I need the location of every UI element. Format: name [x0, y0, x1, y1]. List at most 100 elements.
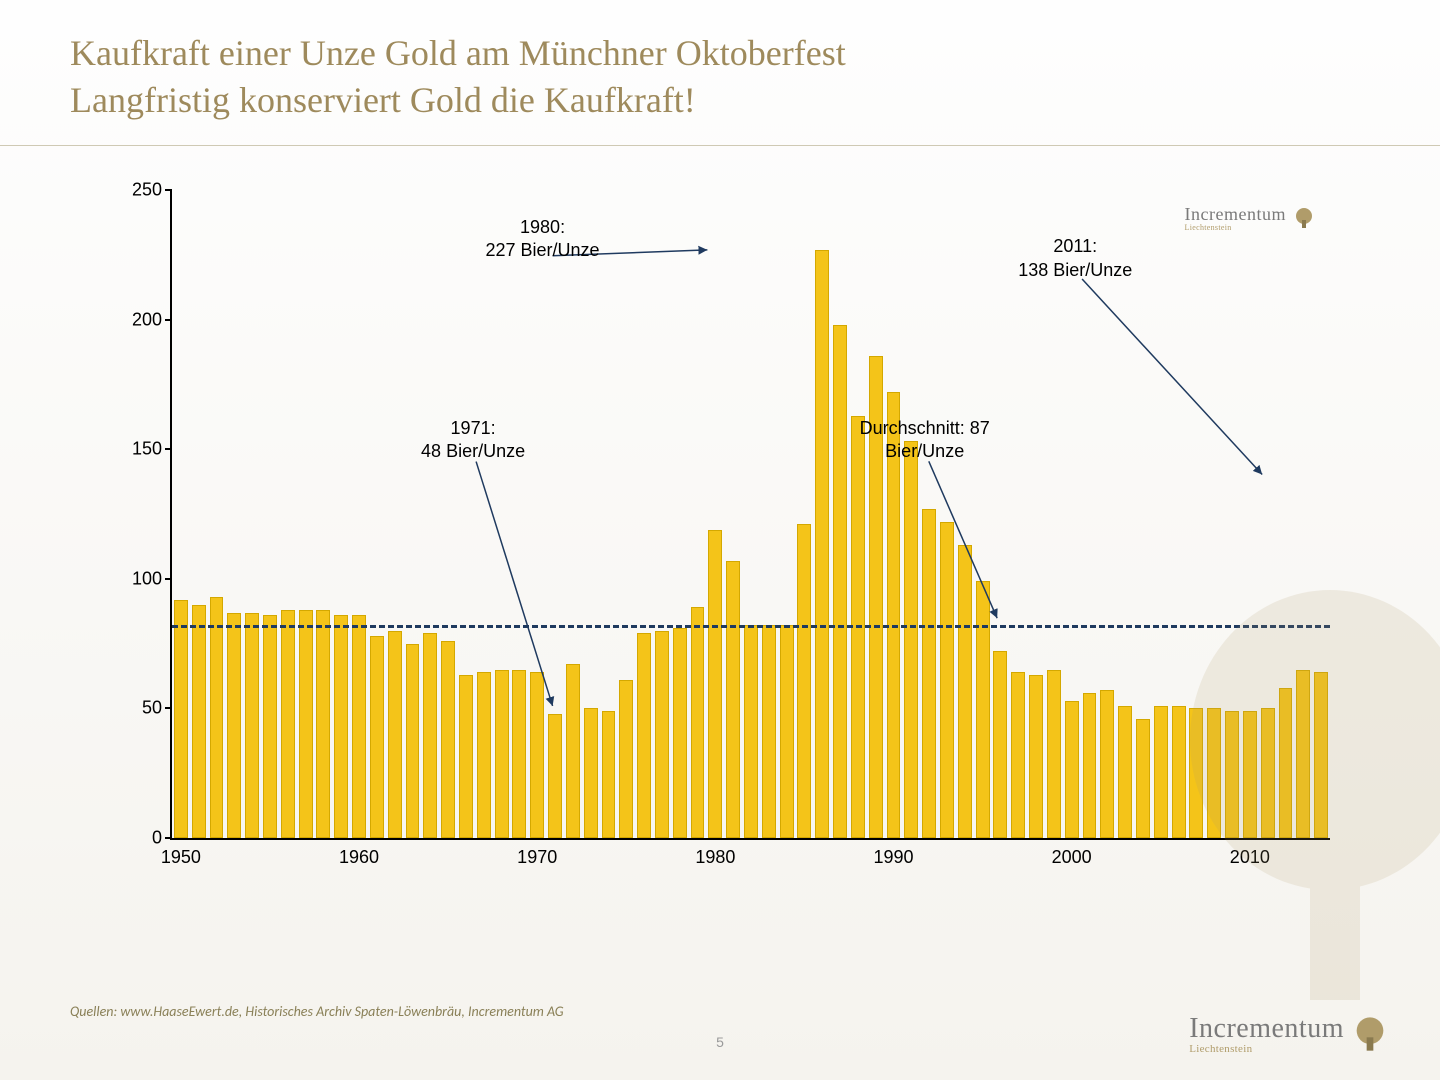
y-tick-mark: [165, 837, 172, 839]
y-tick-label: 0: [122, 828, 162, 849]
bar: [637, 633, 651, 838]
bar: [1083, 693, 1097, 838]
bar: [263, 615, 277, 838]
y-tick-mark: [165, 189, 172, 191]
tree-icon: [1350, 1014, 1390, 1054]
bar: [406, 644, 420, 838]
y-tick-label: 50: [122, 698, 162, 719]
chart-logo: Incrementum Liechtenstein: [1185, 204, 1316, 232]
chart-container: Incrementum Liechtenstein 0 50 100 150 200 25…: [110, 180, 1340, 880]
bar: [922, 509, 936, 838]
bar: [1243, 711, 1257, 838]
bar: [299, 610, 313, 838]
bar: [655, 631, 669, 838]
sources-text: Quellen: www.HaaseEwert.de, Historisches…: [70, 1003, 564, 1020]
y-tick-label: 150: [122, 439, 162, 460]
bar: [1189, 708, 1203, 838]
bar: [1136, 719, 1150, 838]
x-tick-label: 1980: [695, 847, 735, 868]
bar: [441, 641, 455, 838]
bar: [940, 522, 954, 838]
plot-area: Incrementum Liechtenstein 05010015020025…: [170, 190, 1330, 840]
bar: [388, 631, 402, 838]
logo-text: Incrementum: [1189, 1013, 1344, 1045]
x-tick-label: 1950: [161, 847, 201, 868]
bar: [1314, 672, 1328, 838]
bar: [1029, 675, 1043, 838]
bar: [762, 625, 776, 838]
bar: [797, 524, 811, 838]
bar: [530, 672, 544, 838]
bar: [833, 325, 847, 838]
y-tick-label: 250: [122, 180, 162, 201]
annotation-a1971: 1971:48 Bier/Unze: [421, 417, 525, 464]
annotation-line: 48 Bier/Unze: [421, 440, 525, 463]
x-tick-label: 2010: [1230, 847, 1270, 868]
bar: [976, 581, 990, 838]
bar: [370, 636, 384, 838]
bar: [566, 664, 580, 838]
bar: [227, 613, 241, 839]
average-line: [172, 625, 1330, 628]
annotation-line: 1980:: [486, 216, 600, 239]
logo-text: Incrementum: [1185, 204, 1286, 225]
bar: [1296, 670, 1310, 838]
slide: Kaufkraft einer Unze Gold am Münchner Ok…: [0, 0, 1440, 1080]
annotation-a1980: 1980:227 Bier/Unze: [486, 216, 600, 263]
bar: [512, 670, 526, 838]
footer-logo: Incrementum Liechtenstein: [1189, 1013, 1390, 1055]
bar: [281, 610, 295, 838]
bar: [1100, 690, 1114, 838]
bar: [352, 615, 366, 838]
bar: [1065, 701, 1079, 838]
bar: [993, 651, 1007, 838]
bar: [1172, 706, 1186, 838]
bar: [708, 530, 722, 838]
bar: [495, 670, 509, 838]
bar: [958, 545, 972, 838]
annotation-line: 1971:: [421, 417, 525, 440]
tree-icon: [1292, 206, 1316, 230]
y-tick-mark: [165, 448, 172, 450]
bar: [192, 605, 206, 838]
bar: [1261, 708, 1275, 838]
title-line-1: Kaufkraft einer Unze Gold am Münchner Ok…: [70, 30, 1370, 77]
annotation-a2011: 2011:138 Bier/Unze: [1018, 235, 1132, 282]
annotation-line: 227 Bier/Unze: [486, 239, 600, 262]
bar: [477, 672, 491, 838]
bar: [584, 708, 598, 838]
annotation-line: 2011:: [1018, 235, 1132, 258]
x-tick-label: 1960: [339, 847, 379, 868]
arrow-line: [1082, 279, 1262, 474]
bar: [174, 600, 188, 838]
bar: [1047, 670, 1061, 838]
bar: [423, 633, 437, 838]
title-area: Kaufkraft einer Unze Gold am Münchner Ok…: [70, 30, 1370, 124]
x-tick-label: 1970: [517, 847, 557, 868]
title-line-2: Langfristig konserviert Gold die Kaufkra…: [70, 77, 1370, 124]
bar: [1207, 708, 1221, 838]
bar: [1154, 706, 1168, 838]
bar: [726, 561, 740, 838]
page-number: 5: [716, 1034, 724, 1050]
bar: [619, 680, 633, 838]
bar: [815, 250, 829, 838]
bar: [904, 441, 918, 838]
annotation-line: 138 Bier/Unze: [1018, 259, 1132, 282]
bar: [673, 628, 687, 838]
bar: [245, 613, 259, 839]
y-tick-label: 200: [122, 309, 162, 330]
divider: [0, 145, 1440, 146]
y-tick-mark: [165, 319, 172, 321]
annotation-line: Durchschnitt: 87: [860, 417, 990, 440]
annotation-avg: Durchschnitt: 87Bier/Unze: [860, 417, 990, 464]
bar: [1011, 672, 1025, 838]
annotation-line: Bier/Unze: [860, 440, 990, 463]
bar: [334, 615, 348, 838]
bar: [1225, 711, 1239, 838]
bar: [548, 714, 562, 838]
y-tick-label: 100: [122, 568, 162, 589]
y-tick-mark: [165, 578, 172, 580]
bar: [744, 625, 758, 838]
y-tick-mark: [165, 707, 172, 709]
